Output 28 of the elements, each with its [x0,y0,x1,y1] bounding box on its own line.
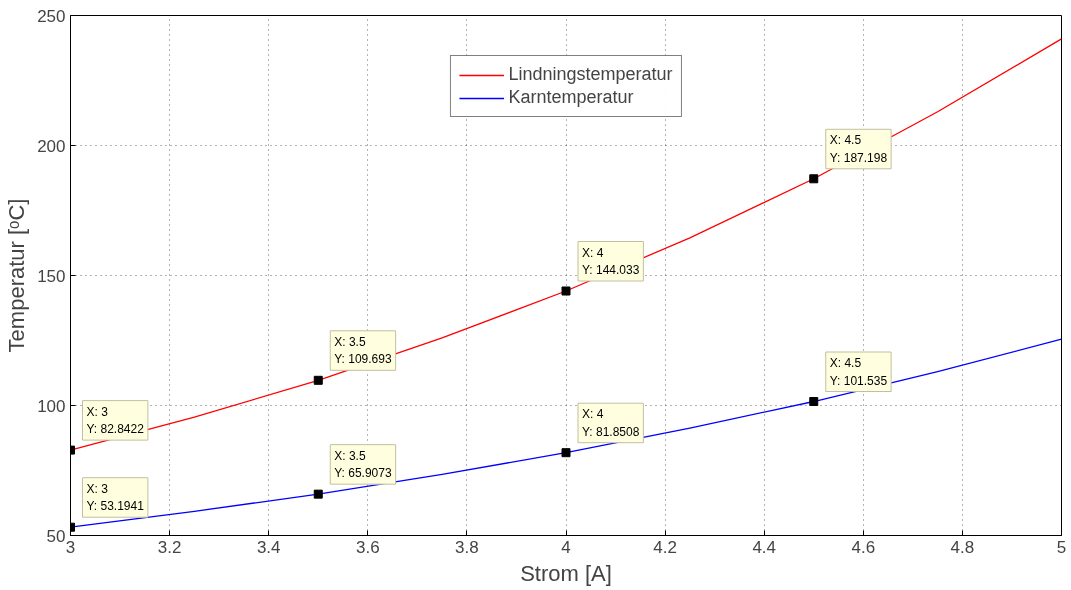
x-tick-label: 3.8 [455,537,479,557]
x-tick-label: 4.8 [950,537,975,557]
legend-label: Lindningstemperatur [508,64,673,85]
x-tick-label: 4 [561,537,571,557]
x-tick-label: 4.2 [653,537,677,557]
annotation: X: 3.5 Y: 109.693 [334,334,392,367]
annotation: X: 4.5 Y: 101.535 [829,356,888,388]
x-tick-label: 3.4 [256,537,281,557]
y-tick-label: 200 [37,136,66,156]
y-tick-label: 250 [37,6,66,26]
annotation: X: 4.5 Y: 187.198 [829,133,888,165]
legend-label: Karntemperatur [508,87,634,108]
annotation: X: 4 Y: 144.033 [582,245,640,278]
y-tick-label: 100 [37,396,66,416]
x-tick-label: 3.2 [157,537,182,557]
y-tick-label: 50 [46,526,66,546]
annotation: X: 4 Y: 81.8508 [582,407,640,439]
x-tick-label: 4.6 [851,537,876,557]
y-tick-label: 150 [37,266,66,286]
x-tick-label: 4.4 [752,537,777,557]
annotation: X: 3 Y: 53.1941 [86,481,145,514]
x-tick-label: 3 [65,537,76,557]
annotation: X: 3.5 Y: 65.9073 [334,448,392,481]
x-tick-label: 5 [1056,537,1067,557]
x-tick-label: 3.6 [355,537,380,557]
annotation: X: 3 Y: 82.8422 [86,404,145,437]
y-axis-title: Temperatur [ᵒC] [4,198,30,353]
x-axis-title: Strom [A] [520,560,612,586]
